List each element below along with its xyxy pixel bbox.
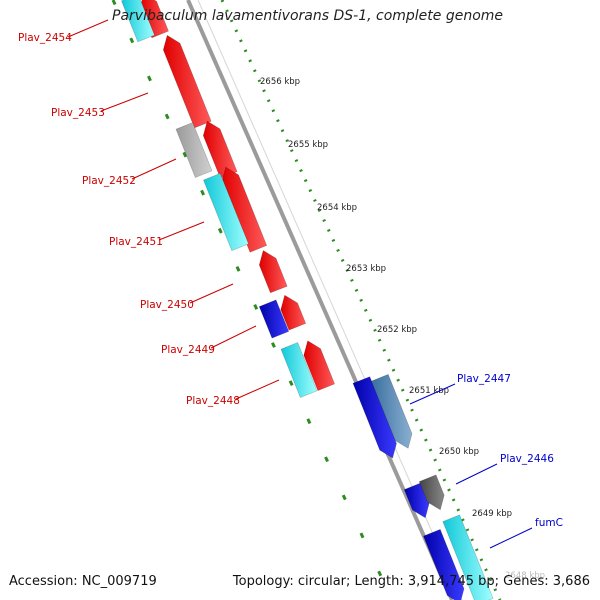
tick-label: 2651 kbp (409, 386, 449, 396)
ruler-line (220, 0, 502, 600)
tick-label: 2650 kbp (439, 447, 479, 457)
gene-box[interactable] (442, 514, 494, 600)
gene-label[interactable]: Plav_2452 (82, 175, 136, 187)
gene-box[interactable] (175, 122, 213, 178)
tick-label: 2655 kbp (288, 140, 328, 150)
backbone-line (186, 0, 454, 600)
gene-arrow[interactable] (258, 250, 288, 294)
gene-arrow[interactable] (303, 340, 335, 391)
topology-text: Topology: circular; Length: 3,914,745 bp… (232, 574, 590, 589)
tick-label: 2652 kbp (377, 325, 417, 335)
gene-arrow[interactable] (352, 376, 397, 459)
gene-arrow[interactable] (280, 294, 307, 331)
gene-label[interactable]: fumC (535, 517, 563, 529)
gene-leader-line (409, 383, 456, 405)
gene-label[interactable]: Plav_2448 (186, 395, 240, 407)
tick-label: 2656 kbp (260, 77, 300, 87)
gene-label[interactable]: Plav_2447 (457, 373, 511, 385)
tick-label: 2649 kbp (472, 509, 512, 519)
gene-leader-line (455, 463, 498, 485)
tick-label: 2654 kbp (317, 203, 357, 213)
accession-text: Accession: NC_009719 (9, 574, 157, 589)
gene-box[interactable] (258, 299, 290, 339)
gene-label[interactable]: Plav_2446 (500, 453, 554, 465)
gene-leader-line (235, 379, 280, 400)
gene-leader-line (489, 527, 533, 549)
gene-label[interactable]: Plav_2454 (18, 32, 72, 44)
gene-label[interactable]: Plav_2453 (51, 107, 105, 119)
gene-leader-line (67, 19, 109, 38)
gene-arrow[interactable] (162, 34, 212, 129)
gene-leader-line (100, 92, 149, 112)
tick-label: 2653 kbp (346, 264, 386, 274)
gene-arrow[interactable] (418, 474, 445, 511)
gene-label[interactable]: Plav_2450 (140, 299, 194, 311)
gene-box[interactable] (203, 173, 249, 251)
gene-label[interactable]: Plav_2451 (109, 236, 163, 248)
gene-leader-line (210, 325, 257, 349)
genome-title: Parvibaculum lavamentivorans DS-1, compl… (112, 8, 504, 24)
gene-arrow[interactable] (403, 482, 430, 519)
tick-label: 2648 kbp (505, 571, 545, 581)
gene-leader-line (189, 283, 234, 304)
gene-box[interactable] (121, 0, 155, 43)
gene-arrow[interactable] (423, 529, 465, 600)
gene-leader-line (158, 221, 205, 241)
gene-arrow[interactable] (371, 374, 413, 449)
gene-label[interactable]: Plav_2449 (161, 344, 215, 356)
gene-box[interactable] (280, 342, 318, 398)
gene-leader-line (131, 158, 177, 180)
